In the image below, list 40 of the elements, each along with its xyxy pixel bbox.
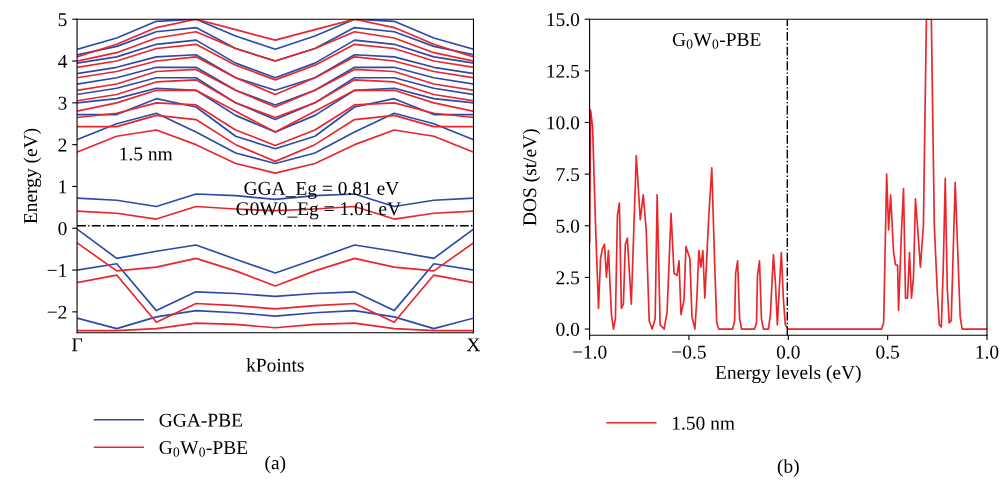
y-tick-label: 15.0 — [547, 13, 580, 27]
x-tick-label: 0.5 — [876, 345, 900, 359]
y-axis-title: Energy (eV) — [23, 128, 42, 224]
x-tick-label: 1.0 — [976, 345, 999, 359]
line-series — [77, 228, 474, 274]
legend-label: 1.50 nm — [672, 416, 735, 430]
y-tick-label: −2 — [47, 305, 67, 319]
line-series — [77, 129, 474, 174]
text: (b) — [777, 459, 799, 477]
y-tick-label: −1 — [47, 263, 67, 277]
y-tick-label: 0.0 — [556, 322, 580, 337]
y-tick-label: 10.0 — [547, 116, 580, 130]
x-tick-label: X — [466, 338, 481, 352]
line-series — [77, 262, 474, 312]
x-axis-title: kPoints — [246, 358, 304, 372]
y-tick-label: 7.5 — [556, 168, 580, 182]
annotation: GGA_Eg = 0.81 eV — [244, 181, 400, 199]
x-tick-label: Γ — [72, 338, 83, 352]
line-series — [77, 242, 474, 287]
y-tick-label: 4 — [58, 54, 68, 68]
x-tick-label: −0.5 — [672, 345, 706, 359]
y-tick-label: 5.0 — [556, 219, 580, 233]
y-tick-label: 3 — [58, 96, 67, 110]
y-tick-label: 1 — [59, 180, 67, 194]
x-axis-title: Energy levels (eV) — [715, 365, 861, 384]
y-axis-title: DOS (st/eV) — [522, 129, 541, 226]
line-series — [77, 274, 474, 324]
y-tick-label: 2.5 — [556, 271, 580, 285]
x-tick-label: −1.0 — [572, 345, 607, 359]
y-tick-label: 5 — [58, 13, 67, 27]
text: (a) — [265, 455, 286, 474]
annotation: G$_{0}$W$_{0}$-PBE — [672, 33, 761, 49]
legend-label: GGA-PBE — [159, 413, 243, 427]
legend-label: G$_{0}$W$_{0}$-PBE — [159, 441, 248, 457]
y-tick-label: 0 — [58, 222, 67, 236]
x-tick-label: 0.0 — [776, 345, 800, 359]
y-tick-label: 12.5 — [547, 64, 580, 78]
y-tick-label: 2 — [58, 138, 67, 152]
line-series — [77, 309, 474, 330]
annotation: 1.5 nm — [120, 147, 173, 161]
